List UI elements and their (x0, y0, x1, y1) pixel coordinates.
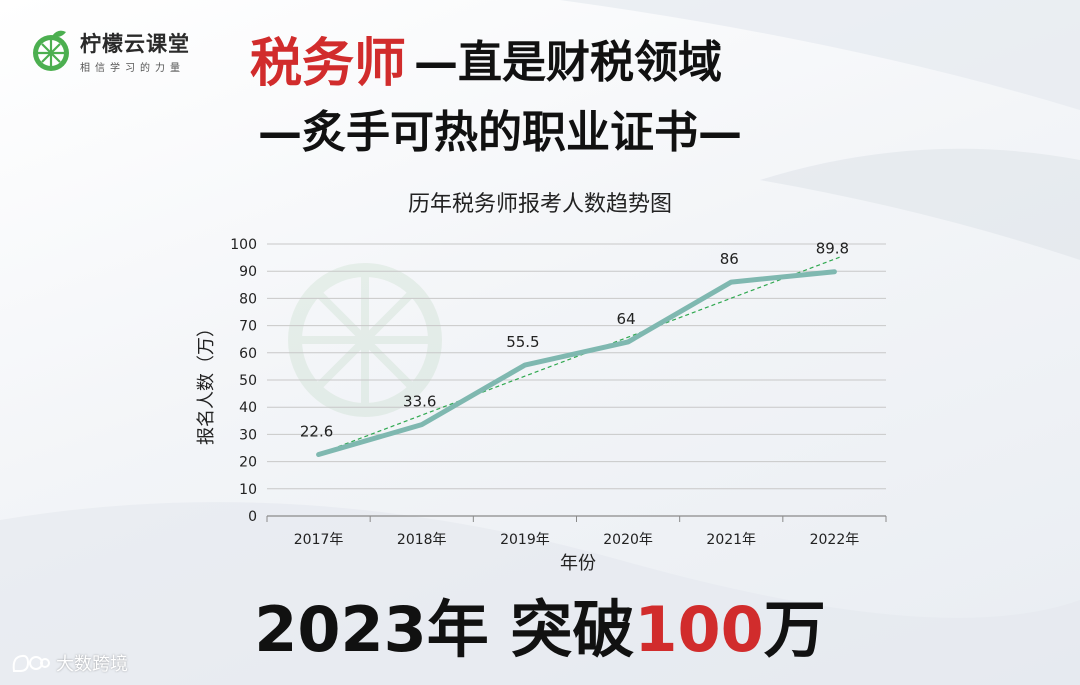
x-tick-label: 2022年 (810, 532, 860, 548)
data-label: 22.6 (300, 423, 333, 441)
headline-line-1-rest: —直是财税领域 (414, 37, 723, 88)
y-tick-label: 50 (239, 373, 257, 389)
data-label: 89.8 (816, 240, 849, 258)
source-logo-icon (12, 654, 50, 672)
headline-line-1: 税务师 —直是财税领域 (250, 18, 722, 98)
y-tick-label: 10 (239, 482, 257, 498)
bottom-highlight-number: 100 (634, 593, 764, 666)
y-tick-label: 30 (239, 427, 257, 443)
series-line (316, 269, 837, 458)
x-tick-label: 2021年 (706, 532, 756, 548)
headline-highlight: 税务师 (250, 33, 407, 94)
data-label: 64 (617, 310, 636, 328)
x-axis-label: 年份 (560, 553, 596, 574)
brand-name: 柠檬云课堂 (80, 32, 190, 56)
y-axis-label: 报名人数（万） (196, 319, 217, 445)
brand-logo[interactable]: 柠檬云课堂 相信学习的力量 (28, 28, 190, 74)
trendline (318, 255, 843, 455)
chart-title: 历年税务师报考人数趋势图 (407, 192, 672, 217)
headline-line-2: —炙手可热的职业证书— (258, 107, 742, 158)
y-tick-label: 80 (239, 291, 257, 307)
data-label: 33.6 (403, 393, 436, 411)
y-tick-label: 70 (239, 319, 257, 335)
y-tick-label: 40 (239, 400, 257, 416)
bottom-suffix: 万 (763, 593, 826, 666)
y-tick-label: 100 (230, 237, 257, 253)
y-tick-label: 20 (239, 455, 257, 471)
data-label: 55.5 (506, 333, 539, 351)
data-label: 86 (720, 250, 739, 268)
source-watermark: 大数跨境 (10, 650, 128, 676)
x-tick-label: 2019年 (500, 532, 550, 548)
lemon-watermark-icon (288, 263, 442, 417)
x-tick-label: 2020年 (603, 532, 653, 548)
lemon-logo-icon (33, 30, 69, 71)
brand-slogan: 相信学习的力量 (80, 63, 185, 74)
y-tick-label: 90 (239, 264, 257, 280)
y-tick-label: 0 (248, 509, 257, 525)
x-tick-label: 2017年 (294, 532, 344, 548)
bottom-prefix: 2023年 突破 (254, 593, 635, 666)
source-watermark-text: 大数跨境 (56, 654, 128, 675)
x-tick-label: 2018年 (397, 532, 447, 548)
bottom-headline: 2023年 突破100万 (0, 588, 1080, 672)
y-tick-label: 60 (239, 346, 257, 362)
